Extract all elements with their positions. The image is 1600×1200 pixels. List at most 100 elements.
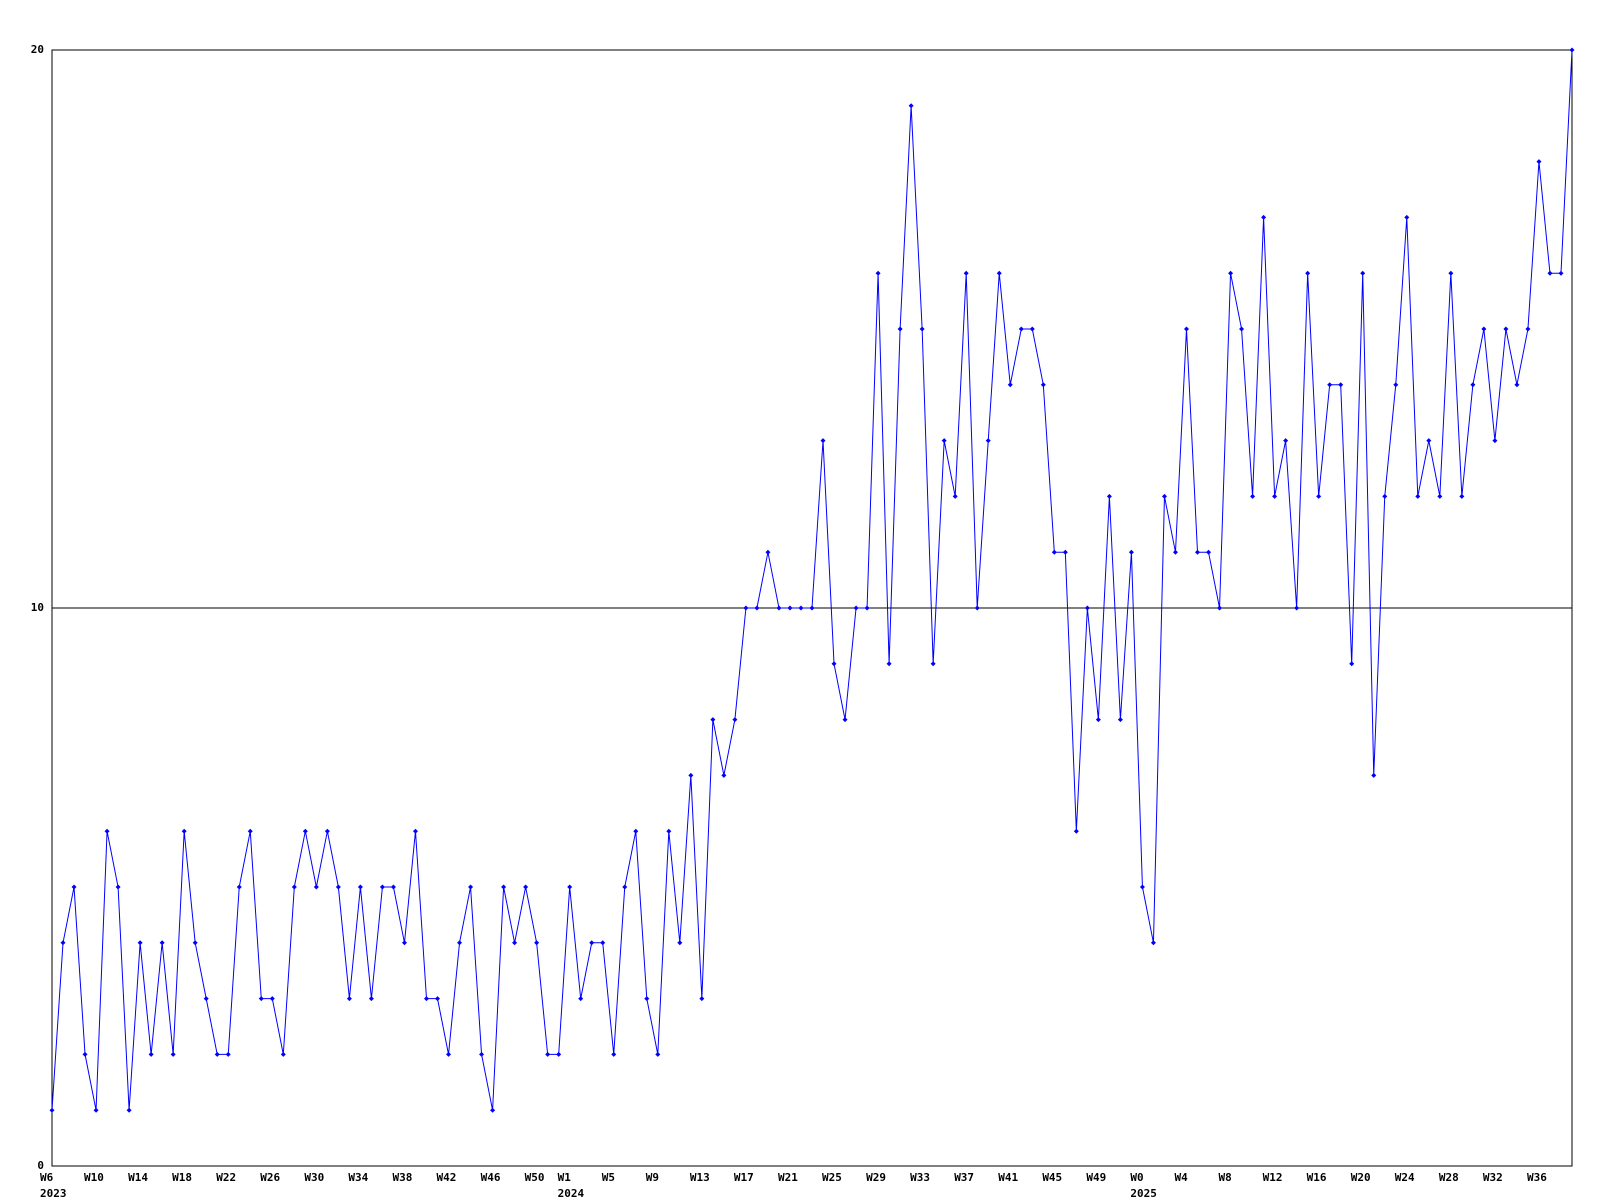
data-point: [996, 270, 1002, 276]
data-point: [159, 940, 165, 946]
data-point: [1371, 772, 1377, 778]
data-point: [622, 884, 628, 890]
data-point: [941, 438, 947, 444]
data-point: [1128, 549, 1134, 555]
data-point: [1272, 493, 1278, 499]
data-point: [379, 884, 385, 890]
data-point: [919, 326, 925, 332]
data-point: [93, 1107, 99, 1113]
data-point: [357, 884, 363, 890]
data-point: [313, 884, 319, 890]
data-point: [600, 940, 606, 946]
data-point: [1007, 382, 1013, 388]
data-point: [82, 1051, 88, 1057]
data-point: [1481, 326, 1487, 332]
data-point: [247, 828, 253, 834]
data-point: [280, 1051, 286, 1057]
data-point: [831, 661, 837, 667]
x-year-label: 2024: [558, 1187, 585, 1200]
data-point: [490, 1107, 496, 1113]
data-point: [842, 717, 848, 723]
data-point: [368, 996, 374, 1002]
data-point: [644, 996, 650, 1002]
data-point: [1492, 438, 1498, 444]
data-point: [1316, 493, 1322, 499]
data-point: [820, 438, 826, 444]
data-point: [446, 1051, 452, 1057]
data-point: [390, 884, 396, 890]
data-point: [1349, 661, 1355, 667]
data-point: [666, 828, 672, 834]
data-point: [192, 940, 198, 946]
data-point: [1139, 884, 1145, 890]
x-tick-label: W1: [558, 1171, 572, 1184]
x-tick-label: W25: [822, 1171, 842, 1184]
data-point: [49, 1107, 55, 1113]
data-point: [985, 438, 991, 444]
data-point: [1525, 326, 1531, 332]
x-tick-label: W9: [646, 1171, 659, 1184]
data-point: [930, 661, 936, 667]
data-point: [60, 940, 66, 946]
data-point: [501, 884, 507, 890]
data-point: [1161, 493, 1167, 499]
data-point: [203, 996, 209, 1002]
data-point: [897, 326, 903, 332]
x-tick-label: W38: [392, 1171, 412, 1184]
data-point: [181, 828, 187, 834]
x-tick-label: W6: [40, 1171, 54, 1184]
data-point: [412, 828, 418, 834]
data-point: [1294, 605, 1300, 611]
data-point: [126, 1107, 132, 1113]
data-point: [71, 884, 77, 890]
data-point: [1250, 493, 1256, 499]
data-point: [743, 605, 749, 611]
x-tick-label: W49: [1086, 1171, 1106, 1184]
data-point: [1514, 382, 1520, 388]
data-point: [864, 605, 870, 611]
data-point: [952, 493, 958, 499]
data-point: [1195, 549, 1201, 555]
data-point: [1426, 438, 1432, 444]
x-tick-label: W17: [734, 1171, 754, 1184]
x-tick-label: W46: [481, 1171, 501, 1184]
data-point: [269, 996, 275, 1002]
data-point: [1415, 493, 1421, 499]
data-point: [677, 940, 683, 946]
x-tick-label: W42: [437, 1171, 457, 1184]
x-tick-label: W20: [1351, 1171, 1371, 1184]
data-point: [512, 940, 518, 946]
data-point: [236, 884, 242, 890]
data-point: [589, 940, 595, 946]
data-point: [699, 996, 705, 1002]
data-point: [435, 996, 441, 1002]
x-tick-label: W0: [1130, 1171, 1143, 1184]
data-point: [1558, 270, 1564, 276]
data-point: [633, 828, 639, 834]
x-tick-label: W18: [172, 1171, 192, 1184]
x-tick-label: W10: [84, 1171, 104, 1184]
x-tick-label: W29: [866, 1171, 886, 1184]
x-tick-label: W36: [1527, 1171, 1547, 1184]
data-point: [875, 270, 881, 276]
data-point: [1404, 214, 1410, 220]
x-tick-label: W16: [1307, 1171, 1327, 1184]
data-point: [1040, 382, 1046, 388]
data-point: [170, 1051, 176, 1057]
data-point: [1338, 382, 1344, 388]
data-point: [302, 828, 308, 834]
data-point: [1305, 270, 1311, 276]
x-tick-label: W26: [260, 1171, 280, 1184]
data-point: [335, 884, 341, 890]
data-point: [1448, 270, 1454, 276]
x-tick-label: W8: [1219, 1171, 1232, 1184]
data-point: [214, 1051, 220, 1057]
data-point: [1062, 549, 1068, 555]
data-point: [776, 605, 782, 611]
y-tick-label: 0: [37, 1159, 44, 1172]
x-year-label: 2023: [40, 1187, 67, 1200]
data-point: [611, 1051, 617, 1057]
data-point: [1437, 493, 1443, 499]
data-point: [291, 884, 297, 890]
data-point: [963, 270, 969, 276]
